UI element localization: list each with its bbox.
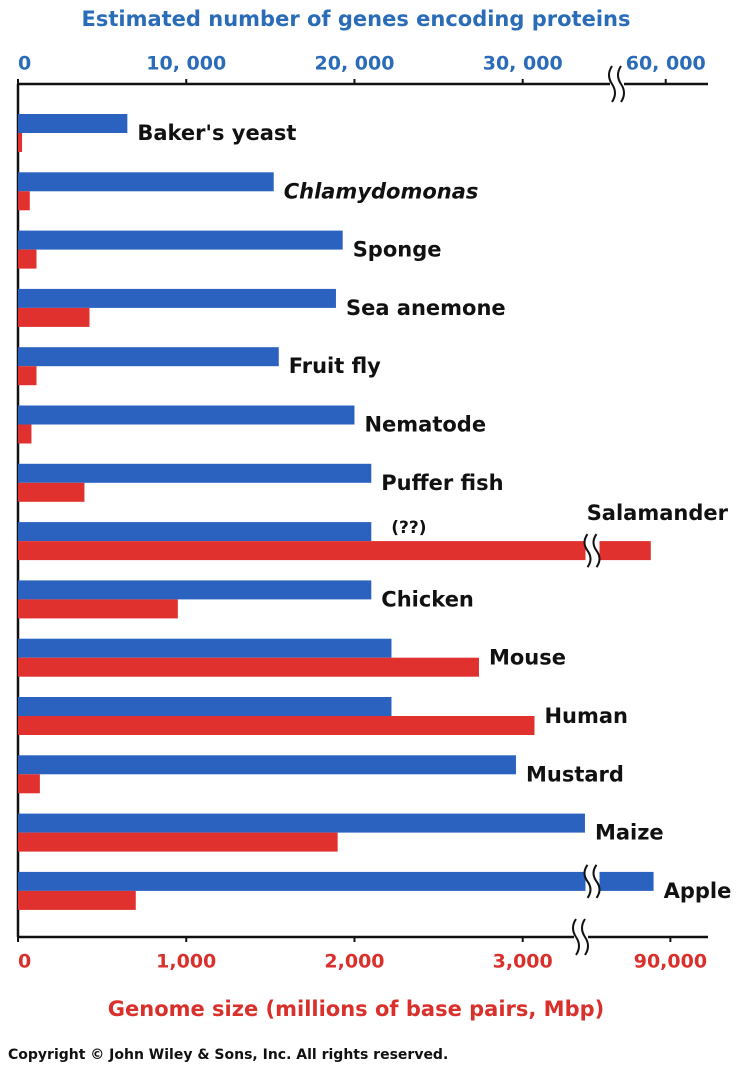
bar-break	[583, 864, 592, 899]
bar	[18, 288, 336, 308]
bar	[18, 172, 274, 192]
bar-break	[592, 533, 601, 568]
bar	[18, 871, 654, 891]
bar	[18, 366, 37, 386]
bar	[18, 133, 23, 152]
tick-label: 90,000	[634, 951, 707, 973]
bar	[18, 774, 40, 794]
bar	[18, 463, 372, 483]
bar	[18, 482, 85, 502]
tick-label: 30, 000	[483, 53, 563, 75]
bar	[18, 347, 279, 367]
category-label: Fruit fly	[289, 354, 381, 378]
axis-break	[572, 918, 580, 956]
bar	[18, 541, 651, 561]
category-label: Sea anemone	[346, 296, 506, 320]
bar	[18, 191, 30, 211]
axis-break-gap	[574, 919, 588, 955]
bar	[18, 307, 90, 327]
tick-label: 60, 000	[626, 53, 706, 75]
bar	[18, 716, 535, 735]
tick-label: 0	[18, 53, 31, 75]
bottom-axis-title: Genome size (millions of base pairs, Mbp…	[108, 997, 604, 1021]
category-label: Baker's yeast	[137, 121, 296, 145]
category-label: Mustard	[526, 762, 624, 786]
bar	[18, 599, 178, 619]
bar-break-gap	[585, 534, 600, 568]
category-label: Maize	[595, 821, 664, 845]
bar	[18, 580, 372, 600]
category-label: Mouse	[489, 646, 566, 670]
bar	[18, 424, 32, 444]
bar	[18, 657, 479, 677]
bar	[18, 755, 516, 775]
tick-label: 0	[18, 951, 31, 973]
tick-label: 20, 000	[315, 53, 395, 75]
bar	[18, 638, 392, 658]
bar	[18, 890, 136, 910]
bar	[18, 832, 338, 852]
bar	[18, 813, 585, 833]
bar-break	[592, 864, 601, 899]
bar-break	[583, 533, 592, 568]
bar	[18, 114, 128, 133]
tick-label: 3,000	[493, 951, 553, 973]
category-label: Sponge	[353, 238, 442, 262]
category-label: Human	[544, 704, 628, 728]
annotation: (??)	[391, 518, 426, 538]
axis-break	[608, 65, 616, 103]
tick-label: 2,000	[324, 951, 384, 973]
axis-break	[581, 918, 589, 956]
category-label: Nematode	[364, 413, 486, 437]
bar	[18, 405, 355, 425]
copyright: Copyright © John Wiley & Sons, Inc. All …	[8, 1047, 448, 1063]
bar	[18, 249, 37, 269]
axis-break	[617, 65, 625, 103]
category-label: Apple	[664, 879, 732, 903]
category-label: Chicken	[381, 587, 474, 611]
tick-label: 10, 000	[146, 53, 226, 75]
bar	[18, 522, 372, 542]
bar	[18, 697, 392, 716]
axis-break-gap	[610, 66, 624, 102]
category-label: Puffer fish	[381, 471, 503, 495]
top-axis-title: Estimated number of genes encoding prote…	[82, 7, 631, 31]
bar-break-gap	[585, 864, 600, 898]
tick-label: 1,000	[156, 951, 216, 973]
category-label: Salamander	[587, 501, 729, 525]
category-label: Chlamydomonas	[284, 179, 479, 203]
bar	[18, 230, 343, 250]
